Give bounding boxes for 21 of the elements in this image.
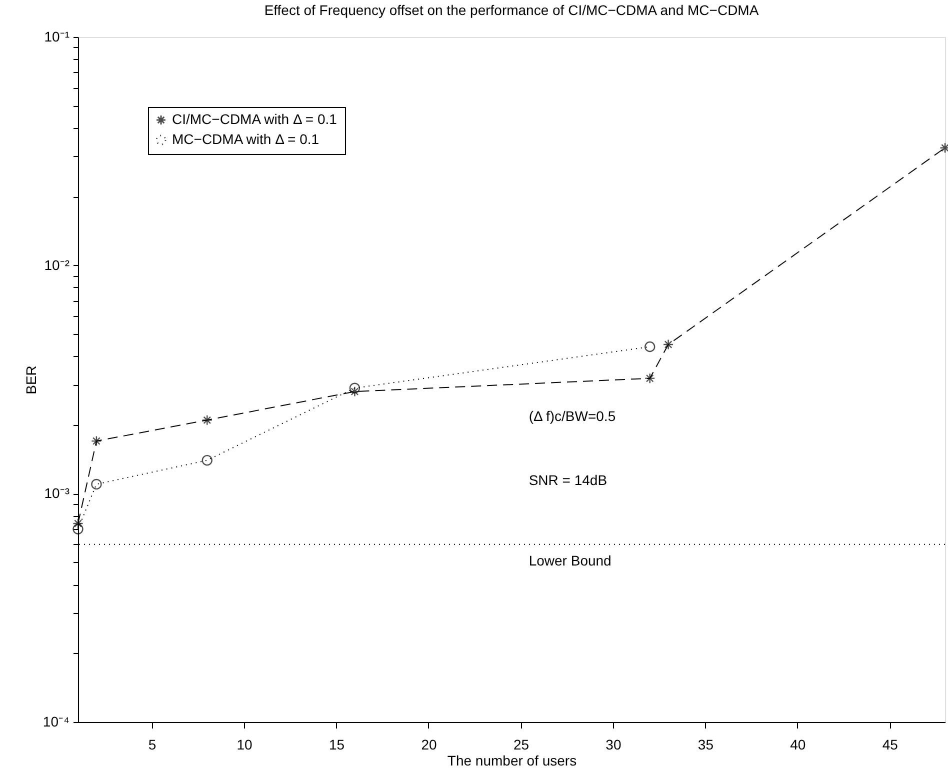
annotation: SNR = 14dB	[528, 472, 608, 488]
x-tick-label: 20	[421, 736, 437, 752]
x-tick-label: 45	[882, 736, 898, 752]
x-tick-label: 10	[236, 736, 253, 752]
annotation: (Δ f)c/BW=0.5	[528, 408, 616, 424]
x-tick-label: 5	[148, 736, 156, 752]
y-tick-label: 10⁻²	[44, 256, 70, 273]
y-tick-label: 10⁻⁴	[42, 714, 70, 730]
x-tick-label: 25	[513, 736, 530, 752]
x-axis-title: The number of users	[447, 752, 577, 768]
y-tick-label: 10⁻¹	[44, 28, 70, 44]
x-tick-label: 35	[698, 736, 714, 752]
legend-label: CI/MC−CDMA with Δ = 0.1	[172, 111, 338, 127]
x-tick-label: 40	[790, 736, 806, 752]
chart-title: Effect of Frequency offset on the performance of CI/MC−CDMA and MC−CDMA	[264, 2, 760, 18]
ref-line-label: Lower Bound	[528, 552, 612, 568]
y-axis-title: BER	[22, 366, 39, 394]
y-tick-label: 10⁻³	[44, 485, 70, 502]
x-tick-label: 30	[606, 736, 622, 752]
x-tick-label: 15	[328, 736, 345, 752]
legend-label: MC−CDMA with Δ = 0.1	[172, 131, 320, 147]
